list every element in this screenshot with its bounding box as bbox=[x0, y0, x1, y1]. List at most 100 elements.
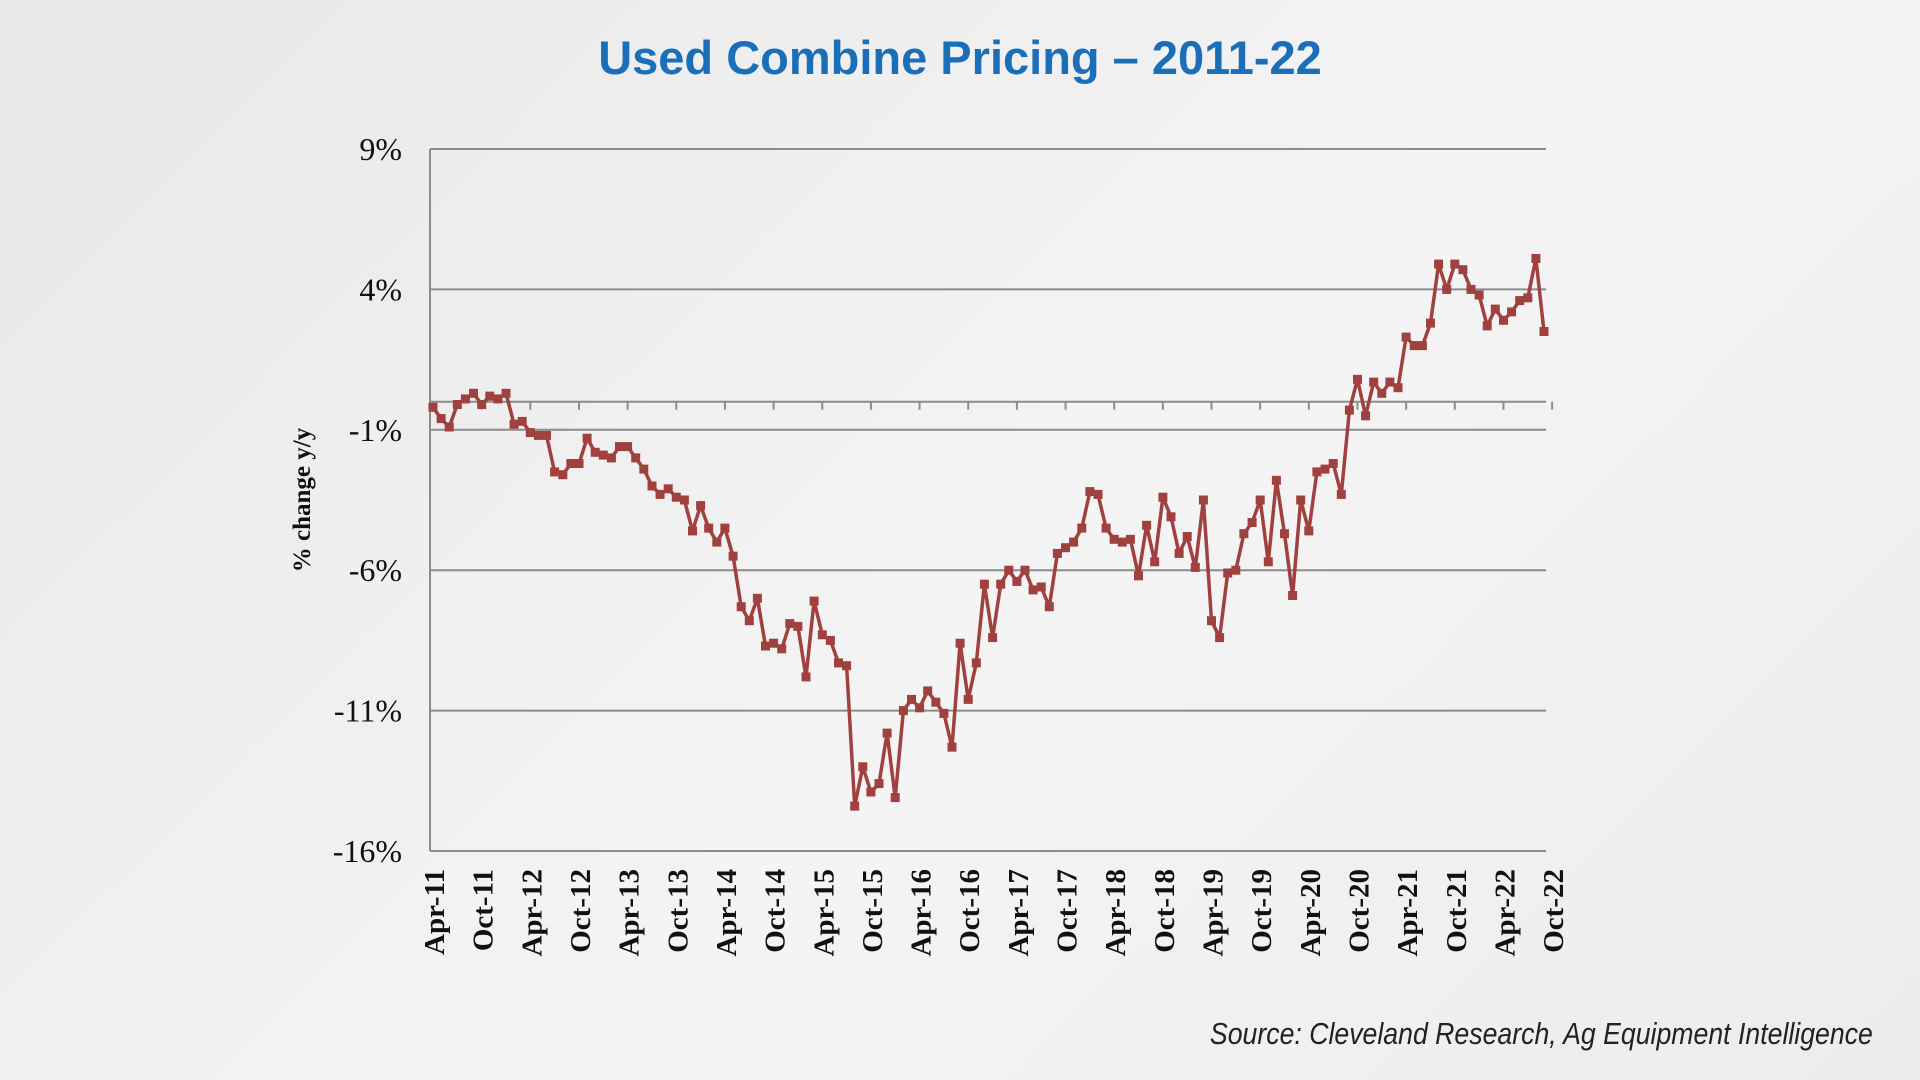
data-point bbox=[469, 388, 478, 398]
data-point bbox=[1247, 518, 1257, 527]
data-point bbox=[1466, 284, 1476, 294]
data-point bbox=[1442, 284, 1452, 294]
data-point bbox=[623, 442, 633, 452]
data-point bbox=[663, 484, 673, 494]
data-point bbox=[444, 422, 454, 432]
data-point bbox=[1426, 318, 1435, 328]
chart-title: Used Combine Pricing – 2011-22 bbox=[598, 31, 1322, 84]
y-tick-label: 4% bbox=[359, 271, 402, 307]
x-tick-label: Apr-12 bbox=[516, 869, 548, 957]
x-tick-label: Oct-22 bbox=[1538, 869, 1570, 953]
y-tick-label: 9% bbox=[359, 131, 402, 167]
data-point bbox=[1069, 537, 1079, 547]
data-point bbox=[728, 551, 738, 561]
data-point bbox=[460, 394, 470, 404]
x-tick-label: Apr-21 bbox=[1392, 869, 1424, 957]
data-point bbox=[1036, 582, 1046, 592]
data-point bbox=[915, 703, 925, 713]
x-tick-label: Apr-20 bbox=[1295, 869, 1327, 957]
data-point bbox=[1061, 543, 1070, 553]
data-point bbox=[615, 442, 624, 452]
data-point bbox=[542, 430, 551, 440]
data-point bbox=[1336, 489, 1346, 499]
data-point bbox=[1109, 534, 1119, 544]
data-point bbox=[850, 801, 860, 811]
data-point bbox=[923, 686, 933, 696]
data-point bbox=[1515, 296, 1525, 306]
data-point bbox=[720, 523, 730, 533]
data-point bbox=[1385, 377, 1395, 387]
data-point bbox=[801, 672, 811, 682]
gridlines bbox=[430, 148, 1546, 852]
data-point bbox=[769, 638, 779, 648]
data-point bbox=[1077, 523, 1087, 533]
x-tick-label: Oct-15 bbox=[857, 869, 889, 953]
x-tick-label: Oct-18 bbox=[1149, 869, 1181, 953]
data-point bbox=[1328, 459, 1338, 468]
data-point bbox=[996, 579, 1006, 589]
data-point bbox=[655, 489, 665, 499]
y-axis-label: % change y/y bbox=[289, 427, 316, 572]
data-point bbox=[1207, 616, 1216, 626]
source-note: Source: Cleveland Research, Ag Equipment… bbox=[1210, 1016, 1873, 1051]
data-point bbox=[979, 579, 989, 589]
data-point bbox=[834, 658, 843, 668]
data-point bbox=[1304, 526, 1314, 536]
data-point bbox=[1523, 293, 1533, 303]
data-point bbox=[1150, 557, 1160, 567]
data-point bbox=[1507, 307, 1517, 317]
data-point bbox=[1166, 512, 1176, 522]
data-point bbox=[566, 459, 576, 468]
data-point bbox=[550, 467, 560, 477]
data-point bbox=[704, 523, 714, 533]
data-point bbox=[744, 616, 754, 626]
x-tick-label: Apr-15 bbox=[808, 869, 840, 957]
x-tick-label: Apr-14 bbox=[711, 869, 743, 957]
axes bbox=[429, 149, 1554, 852]
x-tick-labels: Apr-11 Oct-11 Apr-12 Oct-12 Apr-13 Oct-13 Apr-… bbox=[419, 869, 1570, 957]
data-point bbox=[898, 706, 908, 716]
data-point bbox=[1044, 602, 1054, 612]
data-point bbox=[1190, 562, 1200, 572]
data-point bbox=[574, 459, 584, 468]
data-point bbox=[1263, 557, 1273, 567]
y-tick-label: -16% bbox=[333, 833, 402, 869]
data-point bbox=[598, 450, 608, 460]
data-point bbox=[785, 619, 795, 629]
data-point bbox=[671, 492, 681, 502]
data-point bbox=[1296, 495, 1306, 505]
x-tick-label: Apr-17 bbox=[1003, 869, 1035, 957]
data-point bbox=[1134, 571, 1143, 581]
data-point bbox=[1401, 332, 1411, 342]
data-point bbox=[452, 400, 462, 409]
y-tick-label: -6% bbox=[349, 552, 402, 588]
data-point bbox=[777, 644, 787, 654]
x-tick-label: Oct-16 bbox=[954, 869, 986, 953]
data-point bbox=[1117, 537, 1127, 547]
data-point bbox=[825, 635, 835, 645]
data-point bbox=[1223, 568, 1233, 578]
x-tick-label: Oct-12 bbox=[565, 869, 597, 953]
data-point bbox=[428, 402, 438, 412]
data-point bbox=[955, 638, 965, 648]
data-point bbox=[817, 630, 827, 640]
data-point bbox=[971, 658, 981, 668]
data-point bbox=[1288, 591, 1298, 600]
x-tick-label: Apr-19 bbox=[1198, 869, 1230, 957]
data-point bbox=[688, 526, 697, 536]
data-point bbox=[939, 708, 949, 718]
data-point bbox=[866, 787, 876, 797]
data-point bbox=[1312, 467, 1322, 477]
data-point bbox=[1028, 585, 1038, 595]
data-point bbox=[679, 495, 689, 505]
data-point bbox=[493, 394, 503, 404]
data-point bbox=[590, 447, 600, 457]
data-point bbox=[631, 453, 641, 463]
data-point bbox=[1434, 259, 1444, 269]
x-tick-label: Apr-16 bbox=[906, 869, 938, 957]
data-point bbox=[988, 633, 998, 643]
x-tick-label: Oct-19 bbox=[1246, 869, 1278, 953]
data-point bbox=[963, 694, 973, 704]
data-point bbox=[1531, 254, 1541, 263]
y-tick-label: -1% bbox=[349, 412, 402, 448]
